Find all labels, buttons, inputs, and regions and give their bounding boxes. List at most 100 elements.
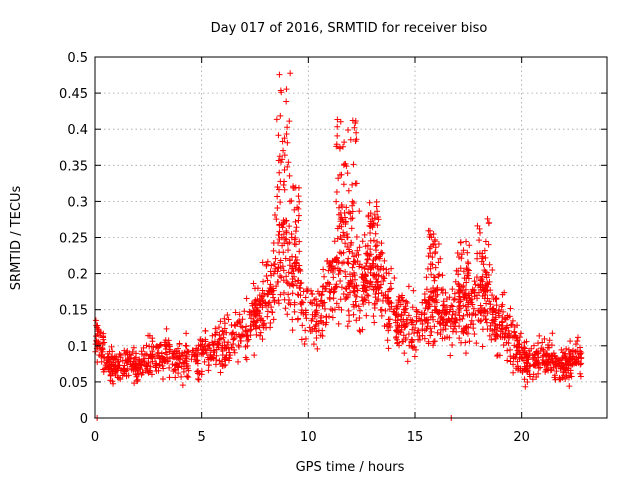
data-point [136,356,143,363]
data-point [432,306,439,313]
data-point [463,323,470,330]
data-point [542,367,549,374]
data-point [359,274,366,281]
data-point [482,285,489,292]
data-point [367,246,374,253]
data-point [342,240,349,247]
data-point [348,225,355,232]
data-point [214,341,221,348]
data-point [106,348,113,355]
data-point [440,298,447,305]
data-point [252,298,259,305]
data-point [175,370,182,377]
data-point [359,326,366,333]
data-point [134,377,141,384]
data-point [345,209,352,216]
data-point [94,344,101,351]
data-point [456,312,463,319]
data-point [294,256,301,263]
data-point [153,368,160,375]
data-point [489,292,496,299]
data-point [296,248,303,255]
data-point [485,271,492,278]
data-point [231,321,238,328]
data-point [438,313,445,320]
data-point [290,282,297,289]
data-point [340,259,347,266]
data-point [425,227,432,234]
data-point [195,342,202,349]
data-point [541,335,548,342]
data-point [332,284,339,291]
data-point [333,283,340,290]
data-point [405,312,412,319]
data-point [275,232,282,239]
data-point [427,332,434,339]
data-point [448,302,455,309]
data-point [317,314,324,321]
data-point [439,335,446,342]
data-point [276,153,283,160]
data-point [393,333,400,340]
data-point [246,311,253,318]
data-point [225,316,232,323]
data-point [313,296,320,303]
data-point [549,330,556,337]
data-point [489,319,496,326]
data-point [287,301,294,308]
data-point [319,283,326,290]
data-point [477,283,484,290]
data-point [244,337,251,344]
data-point [149,338,156,345]
data-point [464,249,471,256]
data-point [270,247,277,254]
data-point [233,331,240,338]
data-point [307,299,314,306]
data-point [425,253,432,260]
data-point [217,318,224,325]
data-point [342,218,349,225]
data-point [280,249,287,256]
data-point [476,308,483,315]
data-point [191,352,198,359]
data-point [259,336,266,343]
data-point [166,364,173,371]
data-point [496,352,503,359]
data-point [285,247,292,254]
data-point [520,357,527,364]
grid-lines [95,57,607,418]
data-point [243,295,250,302]
data-point [345,260,352,267]
data-point [535,364,542,371]
data-point [319,302,326,309]
data-point [216,324,223,331]
data-point [456,335,463,342]
y-tick-label: 0.4 [67,123,88,138]
data-point [374,222,381,229]
data-point [289,263,296,270]
data-point [363,284,370,291]
data-point [230,329,237,336]
data-point [543,350,550,357]
data-point [524,368,531,375]
data-point [259,297,266,304]
data-point [485,281,492,288]
data-point [188,356,195,363]
data-point [301,341,308,348]
data-point [372,255,379,262]
data-point [280,147,287,154]
data-point [484,215,491,222]
data-point [577,370,584,377]
data-point [217,369,224,376]
data-point [295,217,302,224]
data-point [296,198,303,205]
data-point [455,271,462,278]
data-point [463,265,470,272]
data-point [479,293,486,300]
data-point [352,138,359,145]
data-point [351,124,358,131]
data-point [562,369,569,376]
data-point [474,255,481,262]
data-point [230,336,237,343]
